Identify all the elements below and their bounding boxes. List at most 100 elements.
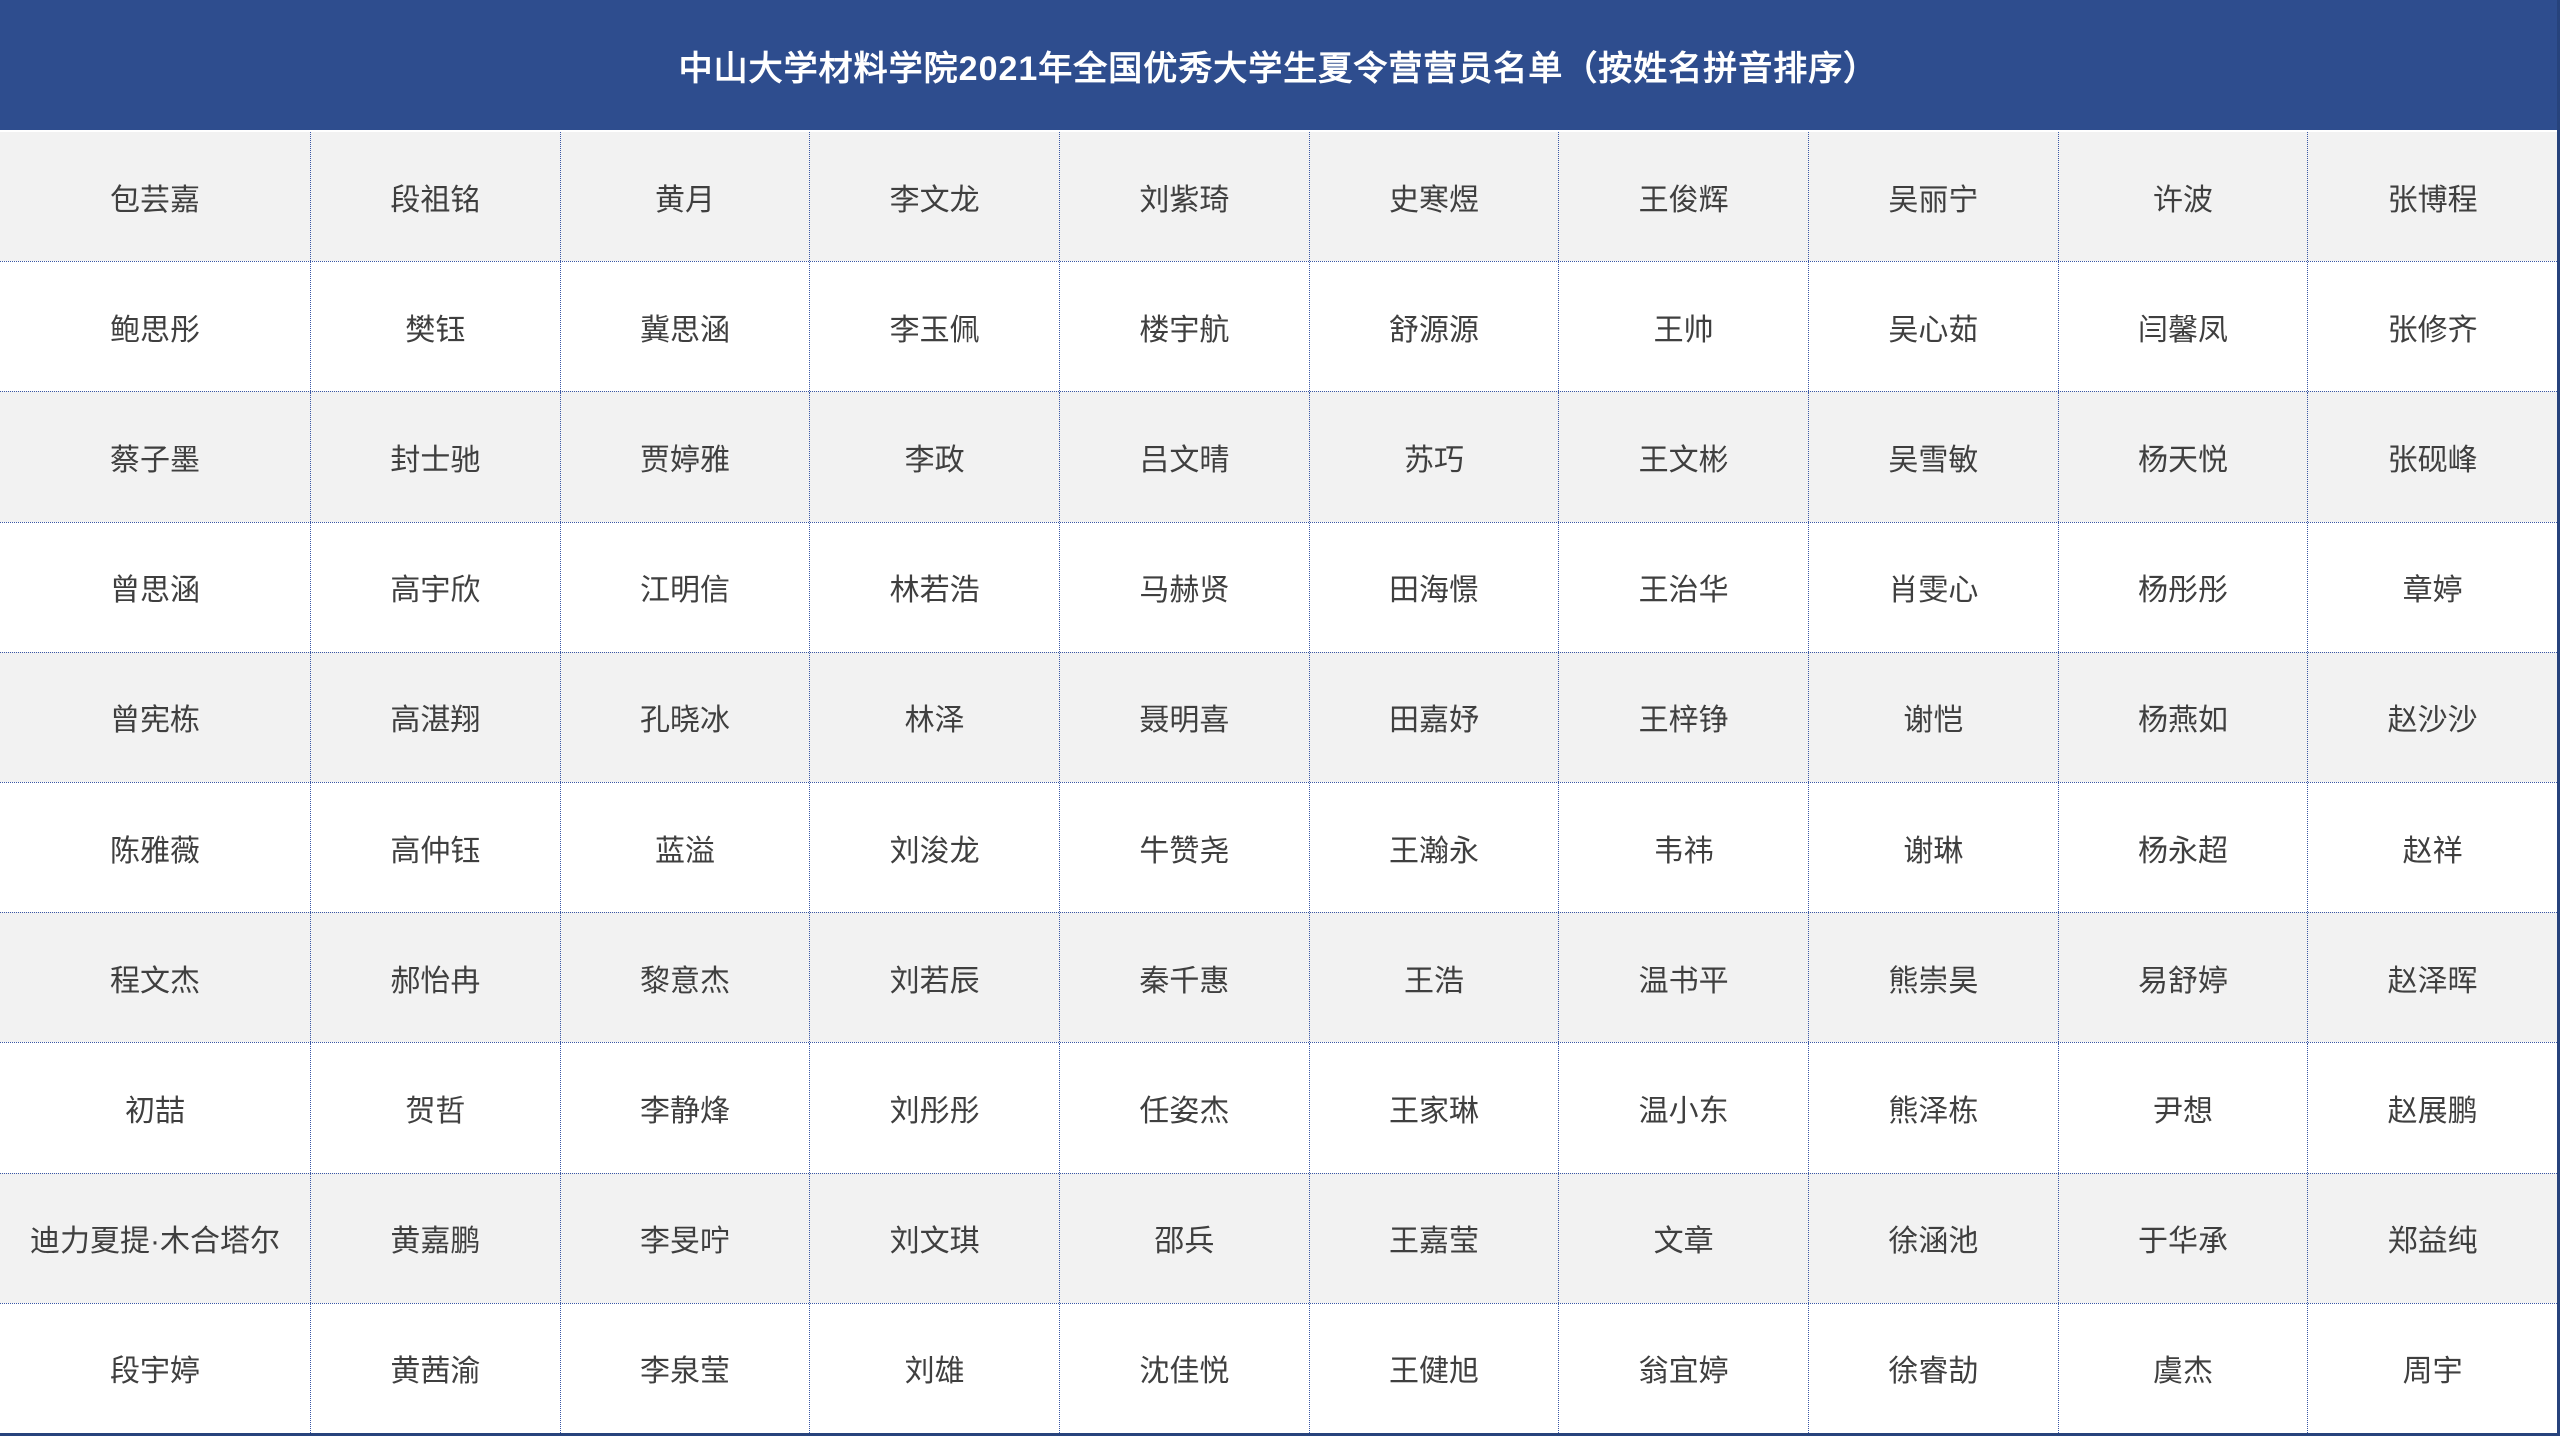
member-name-cell: 秦千惠	[1059, 913, 1309, 1043]
member-name-cell: 史寒煜	[1308, 132, 1559, 262]
member-name-cell: 郝怡冉	[310, 913, 560, 1043]
member-name-cell: 段宇婷	[110, 1355, 200, 1389]
member-name-cell: 徐涵池	[1808, 1173, 2058, 1303]
member-name-cell: 陈雅薇	[110, 834, 200, 868]
member-name-cell: 赵沙沙	[2307, 652, 2557, 783]
member-name-cell: 蓝溢	[559, 783, 810, 913]
member-name-cell: 贺哲	[310, 1043, 560, 1173]
member-name-cell: 牛赞尧	[1059, 783, 1309, 913]
member-name-cell: 于华承	[2057, 1173, 2308, 1303]
member-name-cell: 谢恺	[1808, 652, 2058, 783]
member-name-cell: 王瀚永	[1308, 783, 1559, 913]
member-name-cell: 虞杰	[2057, 1303, 2308, 1434]
member-name-cell: 张博程	[2307, 132, 2557, 262]
member-name-cell: 李政	[809, 392, 1059, 522]
member-name-cell: 包芸嘉	[110, 183, 200, 217]
member-name-cell: 沈佳悦	[1059, 1303, 1309, 1434]
member-name-cell: 田海憬	[1308, 522, 1559, 652]
member-name-cell: 熊泽栋	[1808, 1043, 2058, 1173]
member-name-cell: 黎意杰	[559, 913, 810, 1043]
member-name-cell: 杨彤彤	[2057, 522, 2308, 652]
member-name-cell: 张修齐	[2307, 262, 2557, 392]
member-name-cell: 刘紫琦	[1059, 132, 1309, 262]
member-name-cell: 赵泽晖	[2307, 913, 2557, 1043]
member-name-cell: 聂明喜	[1059, 652, 1309, 783]
member-name-cell: 熊崇昊	[1808, 913, 2058, 1043]
member-name-cell: 田嘉妤	[1308, 652, 1559, 783]
member-name-cell: 章婷	[2307, 522, 2557, 652]
member-name-cell: 刘彤彤	[809, 1043, 1059, 1173]
member-name-cell: 江明信	[559, 522, 810, 652]
member-name-cell: 许波	[2057, 132, 2308, 262]
member-name-cell: 王帅	[1558, 262, 1808, 392]
member-name-cell: 林泽	[809, 652, 1059, 783]
member-name-cell: 鲍思彤	[110, 313, 200, 347]
member-name-cell: 贾婷雅	[559, 392, 810, 522]
member-name-cell: 樊钰	[310, 262, 560, 392]
table-row: 段宇婷 黄茜渝 李泉莹 刘雄 沈佳悦 王健旭 翁宜婷 徐睿劼 虞杰 周宇	[0, 1302, 2557, 1434]
member-name-cell: 吴丽宁	[1808, 132, 2058, 262]
member-name-cell: 程文杰	[110, 964, 200, 998]
member-name-cell: 黄月	[559, 132, 810, 262]
member-name-cell: 尹想	[2057, 1043, 2308, 1173]
member-name-cell: 段祖铭	[310, 132, 560, 262]
member-name-cell: 黄嘉鹏	[310, 1173, 560, 1303]
table-row: 包芸嘉 段祖铭 黄月 李文龙 刘紫琦 史寒煜 王俊辉 吴丽宁 许波 张博程	[0, 132, 2557, 262]
member-name-cell: 杨天悦	[2057, 392, 2308, 522]
member-name-cell: 徐睿劼	[1808, 1303, 2058, 1434]
member-name-cell: 温书平	[1558, 913, 1808, 1043]
member-name-cell: 吴雪敏	[1808, 392, 2058, 522]
member-name-cell: 王健旭	[1308, 1303, 1559, 1434]
member-name-cell: 林若浩	[809, 522, 1059, 652]
member-name-cell: 王家琳	[1308, 1043, 1559, 1173]
member-name-cell: 赵展鹏	[2307, 1043, 2557, 1173]
member-name-cell: 苏巧	[1308, 392, 1559, 522]
member-name-cell: 王嘉莹	[1308, 1173, 1559, 1303]
member-name-cell: 李文龙	[809, 132, 1059, 262]
table-row: 迪力夏提·木合塔尔 黄嘉鹏 李旻咛 刘文琪 邵兵 王嘉莹 文章 徐涵池 于华承 郑益纯	[0, 1172, 2557, 1303]
member-name-cell: 王文彬	[1558, 392, 1808, 522]
member-name-cell: 翁宜婷	[1558, 1303, 1808, 1434]
table-row: 蔡子墨 封士驰 贾婷雅 李政 吕文晴 苏巧 王文彬 吴雪敏 杨天悦 张砚峰	[0, 391, 2557, 522]
member-name-cell: 王治华	[1558, 522, 1808, 652]
member-name-cell: 高宇欣	[310, 522, 560, 652]
member-name-cell: 韦祎	[1558, 783, 1808, 913]
member-name-cell: 杨燕如	[2057, 652, 2308, 783]
table-row: 曾思涵 高宇欣 江明信 林若浩 马赫贤 田海憬 王治华 肖雯心 杨彤彤 章婷	[0, 521, 2557, 652]
member-name-cell: 肖雯心	[1808, 522, 2058, 652]
member-name-cell: 郑益纯	[2307, 1173, 2557, 1303]
member-name-cell: 楼宇航	[1059, 262, 1309, 392]
member-name-cell: 刘雄	[809, 1303, 1059, 1434]
member-name-cell: 曾宪栋	[110, 704, 200, 738]
member-name-cell: 刘浚龙	[809, 783, 1059, 913]
page-title-bar: 中山大学材料学院2021年全国优秀大学生夏令营营员名单（按姓名拼音排序）	[0, 0, 2557, 130]
member-name-cell: 李泉莹	[559, 1303, 810, 1434]
member-name-cell: 周宇	[2307, 1303, 2557, 1434]
member-name-cell: 吕文晴	[1059, 392, 1309, 522]
member-name-cell: 张砚峰	[2307, 392, 2557, 522]
member-name-cell: 王浩	[1308, 913, 1559, 1043]
page-title: 中山大学材料学院2021年全国优秀大学生夏令营营员名单（按姓名拼音排序）	[678, 49, 1879, 88]
member-name-cell: 文章	[1558, 1173, 1808, 1303]
member-name-cell: 刘文琪	[809, 1173, 1059, 1303]
member-name-cell: 高仲钰	[310, 783, 560, 913]
table-row: 程文杰 郝怡冉 黎意杰 刘若辰 秦千惠 王浩 温书平 熊崇昊 易舒婷 赵泽晖	[0, 912, 2557, 1043]
member-name-cell: 曾思涵	[110, 574, 200, 608]
member-name-cell: 吴心茹	[1808, 262, 2058, 392]
member-name-cell: 王俊辉	[1558, 132, 1808, 262]
member-name-cell: 李静烽	[559, 1043, 810, 1173]
table-row: 初喆 贺哲 李静烽 刘彤彤 任姿杰 王家琳 温小东 熊泽栋 尹想 赵展鹏	[0, 1042, 2557, 1173]
member-name-cell: 黄茜渝	[310, 1303, 560, 1434]
member-name-cell: 李旻咛	[559, 1173, 810, 1303]
member-name-cell: 赵祥	[2307, 783, 2557, 913]
member-name-cell: 李玉佩	[809, 262, 1059, 392]
member-name-cell: 王梓铮	[1558, 652, 1808, 783]
member-name-cell: 任姿杰	[1059, 1043, 1309, 1173]
member-name-cell: 杨永超	[2057, 783, 2308, 913]
member-name-cell: 封士驰	[310, 392, 560, 522]
member-name-cell: 孔晓冰	[559, 652, 810, 783]
table-row: 鲍思彤 樊钰 冀思涵 李玉佩 楼宇航 舒源源 王帅 吴心茹 闫馨凤 张修齐	[0, 261, 2557, 392]
table-row: 曾宪栋 高湛翔 孔晓冰 林泽 聂明喜 田嘉妤 王梓铮 谢恺 杨燕如 赵沙沙	[0, 651, 2557, 783]
member-name-cell: 刘若辰	[809, 913, 1059, 1043]
